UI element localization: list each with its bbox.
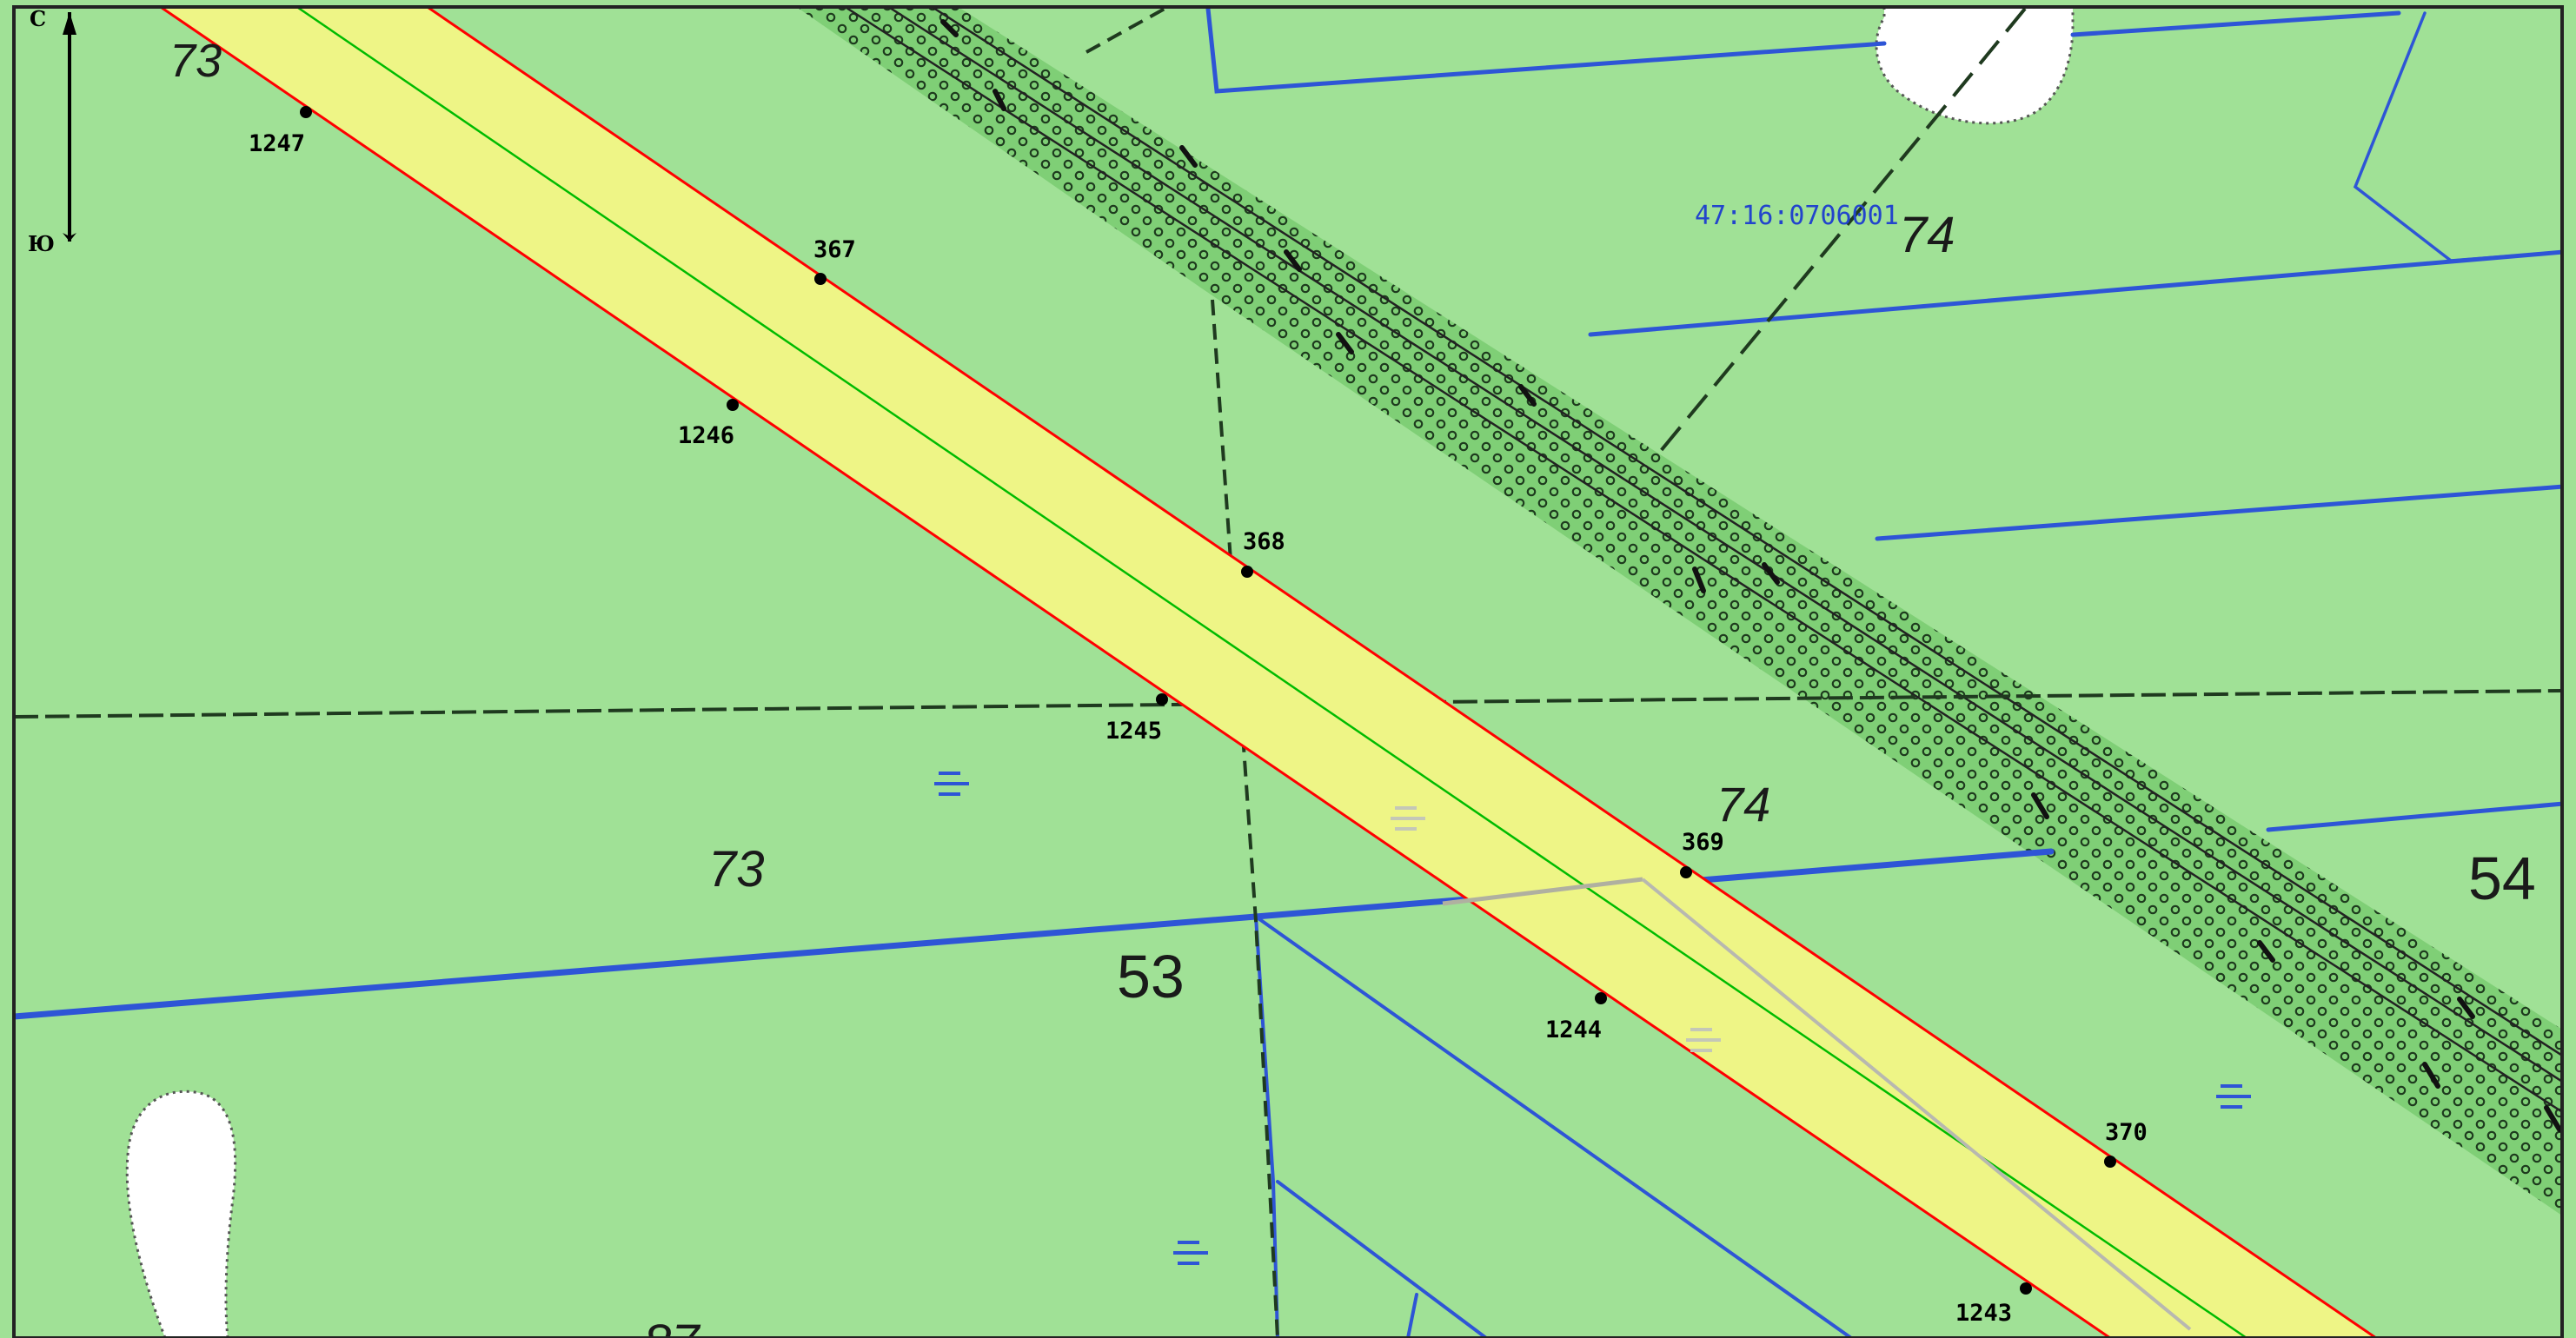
- forest-strip: [796, 7, 2562, 1216]
- svg-text:1246: 1246: [678, 422, 734, 449]
- boundary-point-367[interactable]: 367: [813, 236, 856, 285]
- cadastral-number: 47:16:0706001: [1695, 201, 1899, 231]
- svg-text:368: 368: [1243, 528, 1285, 555]
- faint-water-symbols: [1391, 806, 1721, 1052]
- water-channel: [1276, 1180, 1488, 1338]
- dashed-boundary: [1211, 299, 1279, 1338]
- boundary-point-368[interactable]: 368: [1241, 528, 1285, 578]
- corridor-zone: [160, 7, 2376, 1338]
- north-arrow: С Ю: [28, 6, 76, 256]
- water-channel: [2266, 801, 2562, 832]
- zone-label: 54: [2468, 845, 2536, 912]
- svg-text:369: 369: [1682, 829, 1724, 856]
- boundary-point-370[interactable]: 370: [2104, 1119, 2148, 1168]
- compass-north-label: С: [30, 6, 46, 31]
- map-frame: [12, 5, 2564, 1338]
- water-channel: [1406, 1293, 1418, 1338]
- old-channel-line: [1442, 877, 1643, 906]
- svg-text:1243: 1243: [1955, 1300, 2012, 1327]
- svg-text:1245: 1245: [1105, 718, 1162, 745]
- corridor-border-north: [425, 7, 2377, 1338]
- boundary-point-1244[interactable]: 1244: [1545, 992, 1607, 1043]
- boundary-points: 1247 1246 1245 1244 1243 367 368 369 370: [249, 106, 2148, 1327]
- zone-label: 73: [169, 35, 222, 87]
- water-channel: [1205, 7, 1887, 94]
- svg-text:367: 367: [813, 236, 856, 263]
- water-symbols: [934, 772, 2251, 1265]
- water-symbol: [1173, 1241, 1208, 1265]
- corridor-border-south: [158, 7, 2111, 1338]
- forest-tick-marks: [940, 19, 2562, 1132]
- boundary-point-1245[interactable]: 1245: [1105, 693, 1168, 745]
- water-channel: [1875, 484, 2562, 541]
- boundary-point-1247[interactable]: 1247: [249, 106, 312, 157]
- dashed-boundary: [1658, 7, 2027, 454]
- svg-text:370: 370: [2105, 1119, 2148, 1146]
- north-arrow-head: [63, 12, 76, 35]
- water-symbol: [2216, 1084, 2251, 1109]
- water-channel: [1588, 249, 2562, 337]
- zone-label: 87: [643, 1315, 701, 1338]
- compass-south-label: Ю: [28, 231, 55, 256]
- forest-inner-line: [930, 7, 2562, 1057]
- corridor-centerline: [295, 7, 2247, 1338]
- zone-label: 74: [1716, 777, 1770, 831]
- forest-inner-line: [843, 7, 2562, 1114]
- zone-label: 53: [1117, 943, 1185, 1010]
- old-channel-line: [1641, 878, 2192, 1331]
- clearing-area-top: [1875, 7, 2075, 125]
- south-arrow-head: [63, 233, 76, 242]
- zone-label: 73: [708, 841, 765, 898]
- svg-text:1247: 1247: [249, 130, 305, 157]
- clearing-area-bottom-left: [125, 1090, 237, 1338]
- water-symbol: [934, 772, 969, 796]
- svg-text:1244: 1244: [1545, 1017, 1602, 1043]
- boundary-point-1246[interactable]: 1246: [678, 399, 739, 449]
- dashed-boundary: [1086, 7, 1165, 54]
- boundary-point-1243[interactable]: 1243: [1955, 1282, 2032, 1327]
- boundary-point-369[interactable]: 369: [1680, 829, 1724, 878]
- zone-label: 74: [1899, 207, 1955, 263]
- water-channel: [2070, 10, 2401, 37]
- water-channel: [1254, 915, 1853, 1338]
- forest-inner-line: [886, 7, 2562, 1083]
